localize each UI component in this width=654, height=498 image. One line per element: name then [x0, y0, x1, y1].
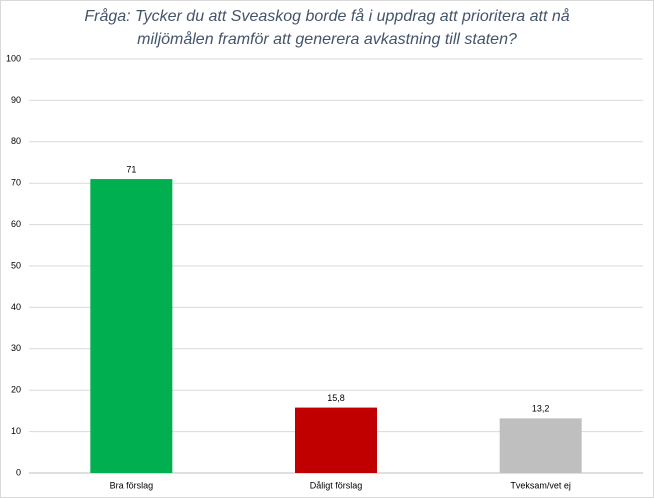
y-tick-label: 10: [11, 426, 21, 436]
y-tick-label: 0: [16, 467, 21, 477]
chart-title: miljömålen framför att generera avkastni…: [137, 30, 517, 48]
bar: [90, 179, 173, 473]
y-tick-label: 80: [11, 136, 21, 146]
x-tick-label: Bra förslag: [110, 480, 154, 490]
y-tick-label: 100: [6, 53, 21, 63]
data-label: 13,2: [532, 404, 550, 414]
chart-title: Fråga: Tycker du att Sveaskog borde få i…: [84, 7, 569, 25]
y-tick-label: 90: [11, 95, 21, 105]
bar: [499, 418, 582, 473]
y-tick-label: 30: [11, 343, 21, 353]
data-label: 71: [126, 164, 136, 174]
y-tick-label: 70: [11, 178, 21, 188]
y-tick-label: 20: [11, 385, 21, 395]
x-tick-label: Tveksam/vet ej: [510, 480, 571, 490]
bar: [295, 407, 377, 473]
data-label: 15,8: [327, 393, 345, 403]
x-tick-label: Dåligt förslag: [310, 480, 363, 490]
y-tick-label: 40: [11, 302, 21, 312]
y-tick-label: 50: [11, 260, 21, 270]
y-tick-label: 60: [11, 219, 21, 229]
